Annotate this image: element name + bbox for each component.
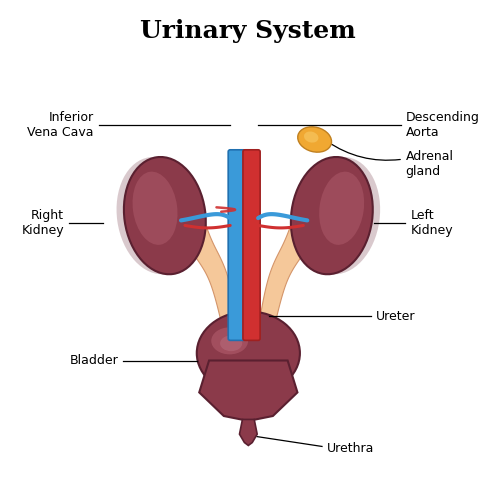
Polygon shape xyxy=(199,360,298,421)
Ellipse shape xyxy=(291,157,373,274)
Text: Left
Kidney: Left Kidney xyxy=(410,209,453,237)
Ellipse shape xyxy=(298,127,332,152)
Text: Adrenal
gland: Adrenal gland xyxy=(406,150,454,178)
Ellipse shape xyxy=(124,157,206,274)
Ellipse shape xyxy=(304,132,318,142)
Ellipse shape xyxy=(197,312,300,395)
Text: Inferior
Vena Cava: Inferior Vena Cava xyxy=(27,111,94,139)
Polygon shape xyxy=(240,420,257,446)
Ellipse shape xyxy=(220,336,242,351)
Text: Ureter: Ureter xyxy=(376,310,416,323)
FancyBboxPatch shape xyxy=(243,150,260,340)
Ellipse shape xyxy=(319,172,364,245)
Ellipse shape xyxy=(132,172,178,245)
Text: Urinary System: Urinary System xyxy=(140,19,356,43)
Ellipse shape xyxy=(212,328,248,354)
Ellipse shape xyxy=(298,157,380,274)
Text: Right
Kidney: Right Kidney xyxy=(22,209,64,237)
Text: Bladder: Bladder xyxy=(70,354,118,367)
Text: Urethra: Urethra xyxy=(327,442,374,456)
Polygon shape xyxy=(171,209,242,366)
Ellipse shape xyxy=(116,157,198,274)
Polygon shape xyxy=(254,209,326,366)
FancyBboxPatch shape xyxy=(228,150,246,340)
Text: Descending
Aorta: Descending Aorta xyxy=(406,111,479,139)
